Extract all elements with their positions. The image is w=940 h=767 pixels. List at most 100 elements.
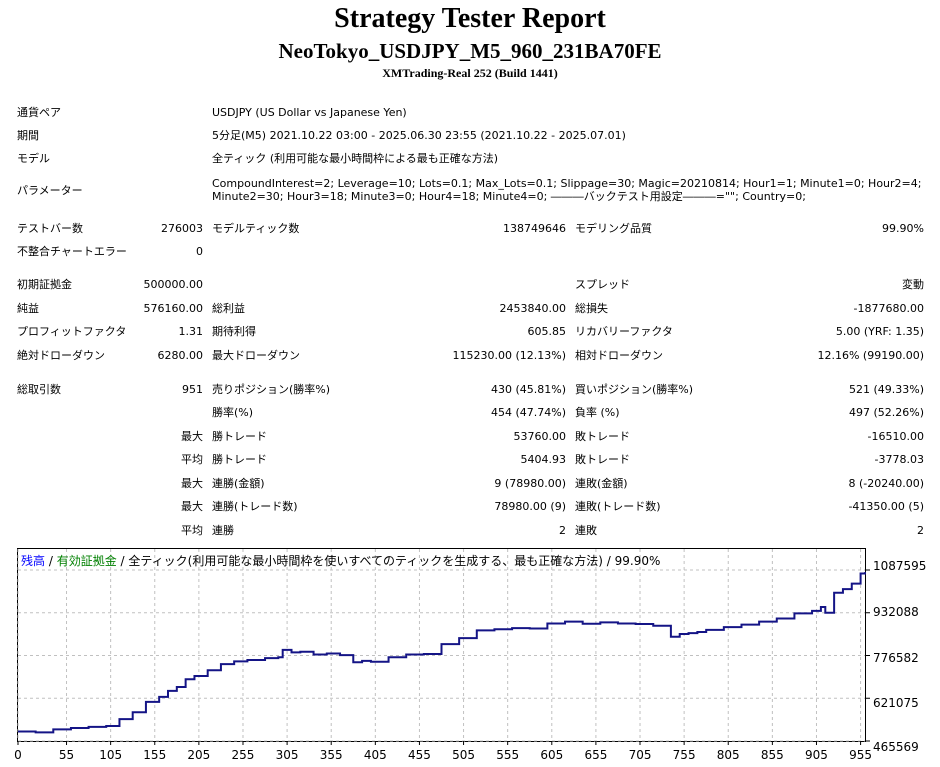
- balance-chart-frame: [17, 548, 866, 742]
- x-tick-label: 755: [672, 748, 696, 762]
- ticks-value: 138749646: [503, 222, 566, 235]
- period-label: 期間: [17, 129, 39, 142]
- avg-qualifier-2: 平均: [181, 524, 203, 537]
- avg-cons-wins-value: 2: [559, 524, 566, 537]
- profit-factor-label: プロフィットファクタ: [17, 325, 127, 338]
- quality-value: 99.90%: [882, 222, 924, 235]
- cons-profit-value: 78980.00 (9): [494, 500, 566, 513]
- avg-cons-wins-label: 連勝: [212, 524, 234, 537]
- max-qualifier-2: 最大: [181, 477, 203, 490]
- loss-rate-value: 497 (52.26%): [848, 406, 924, 419]
- x-tick-label: 455: [407, 748, 431, 762]
- x-tick-label: 705: [628, 748, 652, 762]
- spread-value: 変動: [902, 278, 924, 291]
- win-rate-label: 勝率(%): [212, 406, 254, 419]
- bars-label: テストバー数: [17, 222, 83, 235]
- largest-loss-label: 敗トレード: [575, 430, 630, 443]
- cons-wins-value: 9 (78980.00): [494, 477, 566, 490]
- x-tick-label: 305: [275, 748, 299, 762]
- avg-cons-losses-label: 連敗: [575, 524, 597, 537]
- y-tick-label: 932088: [873, 605, 919, 619]
- profit-factor-value: 1.31: [178, 325, 204, 338]
- expected-payoff-value: 605.85: [527, 325, 567, 338]
- ea-name: NeoTokyo_USDJPY_M5_960_231BA70FE: [278, 39, 662, 63]
- cons-loss-value: -41350.00 (5): [848, 500, 924, 513]
- avg-qualifier-1: 平均: [181, 453, 203, 466]
- total-trades-label: 総取引数: [17, 383, 61, 396]
- gross-profit-label: 総利益: [212, 302, 245, 315]
- largest-win-value: 53760.00: [513, 430, 567, 443]
- chart-legend: 残高 / 有効証拠金 / 全ティック(利用可能な最小時間枠を使いすべてのティック…: [21, 554, 660, 568]
- legend-equity: 有効証拠金: [56, 554, 117, 568]
- expected-payoff-label: 期待利得: [212, 325, 256, 338]
- quality-label: モデリング品質: [575, 222, 652, 235]
- avg-win-value: 5404.93: [520, 453, 567, 466]
- symbol-label: 通貨ペア: [17, 106, 61, 119]
- cons-loss-label: 連敗(トレード数): [575, 500, 661, 513]
- x-tick-label: 805: [716, 748, 740, 762]
- avg-win-label: 勝トレード: [212, 453, 267, 466]
- deposit-label: 初期証拠金: [17, 278, 72, 291]
- x-tick-label: 555: [496, 748, 520, 762]
- max-qualifier-3: 最大: [181, 500, 203, 513]
- abs-drawdown-value: 6280.00: [157, 349, 204, 362]
- errors-label: 不整合チャートエラー: [17, 245, 127, 258]
- y-tick-label: 776582: [873, 651, 919, 665]
- x-tick-label: 605: [540, 748, 564, 762]
- x-tick-label: 155: [143, 748, 167, 762]
- symbol-value: USDJPY (US Dollar vs Japanese Yen): [212, 106, 407, 119]
- legend-sep-1: /: [45, 554, 57, 568]
- report-title: Strategy Tester Report: [334, 3, 606, 34]
- total-trades-value: 951: [182, 383, 203, 396]
- x-tick-label: 905: [805, 748, 828, 762]
- x-tick-label: 655: [584, 748, 608, 762]
- loss-rate-label: 負率 (%): [575, 406, 620, 419]
- bars-value: 276003: [161, 222, 203, 235]
- y-tick-label: 465569: [873, 740, 919, 754]
- legend-balance: 残高: [21, 554, 46, 568]
- x-tick-label: 955: [849, 748, 873, 762]
- model-value: 全ティック (利用可能な最小時間枠による最も正確な方法): [212, 152, 499, 165]
- abs-drawdown-label: 絶対ドローダウン: [17, 349, 105, 362]
- recovery-factor-label: リカバリーファクタ: [575, 325, 673, 338]
- net-profit-value: 576160.00: [143, 302, 204, 315]
- max-qualifier-1: 最大: [181, 430, 203, 443]
- legend-sep-2: /: [116, 554, 129, 568]
- cons-losses-label: 連敗(金額): [575, 477, 628, 490]
- rel-drawdown-value: 12.16% (99190.00): [817, 349, 924, 362]
- cons-losses-value: 8 (-20240.00): [848, 477, 924, 490]
- params-label: パラメーター: [17, 184, 83, 197]
- max-drawdown-label: 最大ドローダウン: [212, 349, 300, 362]
- avg-loss-value: -3778.03: [874, 453, 924, 466]
- deposit-value: 500000.00: [143, 278, 204, 291]
- x-tick-label: 505: [452, 748, 475, 762]
- gross-loss-value: -1877680.00: [853, 302, 924, 315]
- gross-profit-value: 2453840.00: [499, 302, 566, 315]
- server-build: XMTrading-Real 252 (Build 1441): [382, 66, 558, 80]
- avg-cons-losses-value: 2: [917, 524, 924, 537]
- model-label: モデル: [17, 152, 50, 165]
- gross-loss-label: 総損失: [575, 302, 608, 315]
- y-tick-label: 621075: [873, 696, 919, 710]
- errors-value: 0: [196, 245, 203, 258]
- y-tick-label: 1087595: [873, 559, 927, 573]
- x-tick-label: 105: [99, 748, 123, 762]
- period-value: 5分足(M5) 2021.10.22 03:00 - 2025.06.30 23…: [212, 129, 626, 142]
- net-profit-label: 純益: [17, 302, 39, 315]
- x-tick-label: 405: [363, 748, 387, 762]
- x-tick-label: 205: [187, 748, 211, 762]
- recovery-factor-value: 5.00 (YRF: 1.35): [835, 325, 924, 338]
- cons-wins-label: 連勝(金額): [212, 477, 265, 490]
- max-drawdown-value: 115230.00 (12.13%): [452, 349, 566, 362]
- avg-loss-label: 敗トレード: [575, 453, 630, 466]
- largest-win-label: 勝トレード: [212, 430, 267, 443]
- largest-loss-value: -16510.00: [867, 430, 924, 443]
- x-tick-label: 855: [760, 748, 784, 762]
- ticks-label: モデルティック数: [212, 222, 300, 235]
- spread-label: スプレッド: [575, 278, 630, 291]
- x-tick-label: 355: [319, 748, 343, 762]
- long-positions-value: 521 (49.33%): [848, 383, 924, 396]
- x-tick-label: 55: [58, 748, 75, 762]
- rel-drawdown-label: 相対ドローダウン: [575, 349, 663, 362]
- x-tick-label: 255: [231, 748, 255, 762]
